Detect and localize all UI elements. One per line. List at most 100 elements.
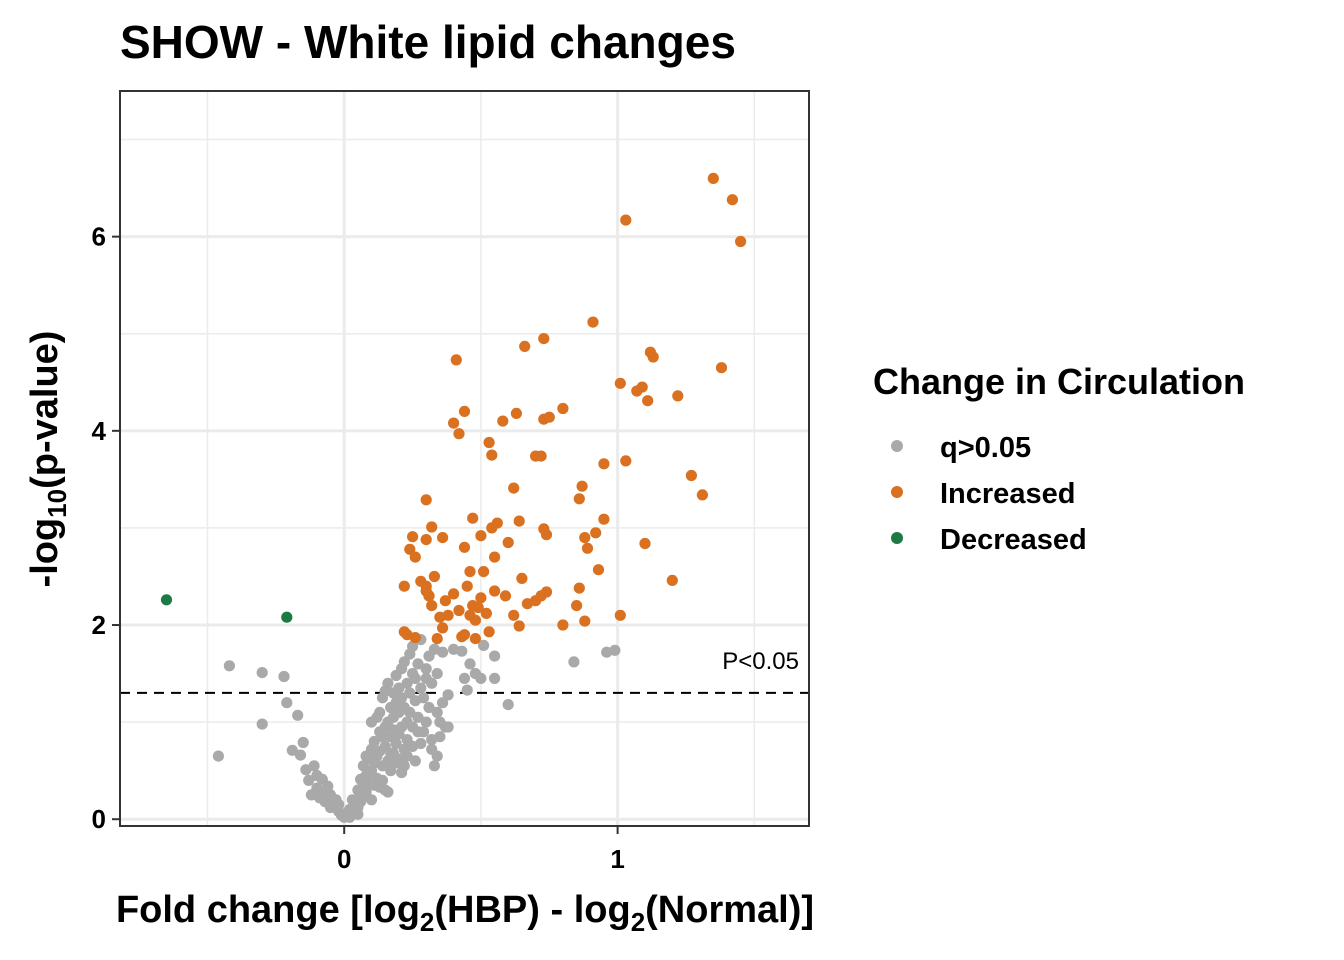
point-not-significant bbox=[431, 750, 443, 762]
point-increased bbox=[592, 564, 605, 576]
point-increased bbox=[557, 619, 569, 631]
point-increased bbox=[620, 455, 632, 467]
point-increased bbox=[636, 381, 648, 393]
point-not-significant bbox=[297, 736, 309, 749]
point-increased bbox=[409, 632, 421, 644]
point-not-significant bbox=[568, 656, 580, 668]
point-not-significant bbox=[442, 689, 454, 701]
point-increased bbox=[420, 534, 432, 546]
point-not-significant bbox=[212, 750, 224, 762]
point-not-significant bbox=[223, 660, 235, 672]
point-not-significant bbox=[294, 749, 307, 761]
point-not-significant bbox=[256, 667, 268, 679]
point-not-significant bbox=[390, 737, 402, 750]
point-not-significant bbox=[409, 755, 421, 767]
point-not-significant bbox=[456, 645, 468, 657]
point-increased bbox=[472, 601, 484, 614]
point-not-significant bbox=[256, 718, 268, 730]
point-not-significant bbox=[458, 672, 471, 685]
point-increased bbox=[510, 407, 522, 419]
point-increased bbox=[486, 449, 498, 461]
point-increased bbox=[598, 458, 610, 470]
point-not-significant bbox=[415, 682, 427, 694]
point-increased bbox=[666, 574, 678, 587]
point-increased bbox=[639, 537, 651, 550]
point-not-significant bbox=[407, 640, 419, 653]
point-increased bbox=[642, 395, 654, 407]
point-increased bbox=[497, 415, 509, 427]
point-decreased bbox=[281, 611, 293, 623]
point-not-significant bbox=[374, 706, 386, 719]
point-not-significant bbox=[368, 735, 380, 748]
point-increased bbox=[426, 600, 438, 612]
point-not-significant bbox=[409, 672, 421, 685]
point-increased bbox=[685, 469, 698, 482]
legend-items: q>0.05 Increased Decreased bbox=[891, 432, 1087, 556]
point-not-significant bbox=[385, 765, 397, 777]
point-increased bbox=[573, 582, 585, 594]
point-not-significant bbox=[426, 677, 438, 689]
point-not-significant bbox=[286, 744, 298, 756]
point-not-significant bbox=[360, 786, 372, 798]
point-not-significant bbox=[333, 799, 345, 811]
point-increased bbox=[442, 609, 454, 621]
point-increased bbox=[404, 543, 416, 555]
point-not-significant bbox=[502, 699, 514, 711]
legend-key-decreased bbox=[891, 532, 903, 544]
point-not-significant bbox=[489, 650, 501, 662]
point-increased bbox=[672, 390, 684, 402]
point-increased bbox=[483, 436, 495, 449]
point-not-significant bbox=[428, 760, 440, 772]
point-increased bbox=[571, 600, 583, 612]
point-increased bbox=[508, 609, 520, 621]
point-increased bbox=[614, 377, 626, 389]
x-tick-label: 0 bbox=[337, 844, 351, 874]
point-increased bbox=[587, 316, 599, 328]
point-not-significant bbox=[420, 663, 432, 675]
point-increased bbox=[398, 580, 410, 592]
point-increased bbox=[461, 580, 473, 592]
point-increased bbox=[458, 629, 471, 641]
point-increased bbox=[426, 521, 438, 533]
point-not-significant bbox=[401, 677, 413, 689]
point-not-significant bbox=[415, 737, 427, 750]
point-increased bbox=[581, 542, 594, 554]
point-increased bbox=[540, 529, 553, 541]
point-increased bbox=[715, 362, 728, 374]
point-increased bbox=[437, 532, 449, 544]
point-not-significant bbox=[431, 668, 443, 680]
point-not-significant bbox=[442, 721, 454, 733]
point-not-significant bbox=[401, 750, 413, 762]
point-not-significant bbox=[324, 789, 337, 801]
legend-label-not-significant: q>0.05 bbox=[940, 432, 1031, 464]
point-not-significant bbox=[431, 706, 443, 719]
point-increased bbox=[450, 354, 462, 366]
point-increased bbox=[464, 609, 476, 621]
panel-border bbox=[119, 90, 810, 827]
point-increased bbox=[428, 570, 440, 583]
y-tick-label: 0 bbox=[92, 804, 106, 834]
legend-title: Change in Circulation bbox=[873, 361, 1245, 402]
point-not-significant bbox=[464, 658, 476, 670]
point-not-significant bbox=[420, 716, 432, 728]
point-increased bbox=[475, 530, 487, 542]
point-not-significant bbox=[374, 781, 386, 793]
point-increased bbox=[620, 214, 632, 226]
legend-label-increased: Increased bbox=[940, 478, 1075, 510]
panel-background bbox=[120, 91, 809, 826]
point-not-significant bbox=[437, 646, 449, 658]
y-tick-label: 2 bbox=[92, 610, 106, 640]
point-increased bbox=[437, 622, 449, 634]
point-increased bbox=[489, 551, 501, 563]
point-increased bbox=[439, 595, 451, 607]
point-increased bbox=[579, 615, 591, 627]
point-increased bbox=[409, 551, 421, 563]
point-decreased bbox=[160, 594, 173, 606]
point-not-significant bbox=[278, 670, 290, 683]
point-increased bbox=[540, 586, 553, 598]
threshold-label: P<0.05 bbox=[722, 648, 799, 675]
chart-title: SHOW - White lipid changes bbox=[120, 16, 736, 68]
legend-label-decreased: Decreased bbox=[940, 524, 1087, 556]
point-increased bbox=[489, 585, 501, 597]
